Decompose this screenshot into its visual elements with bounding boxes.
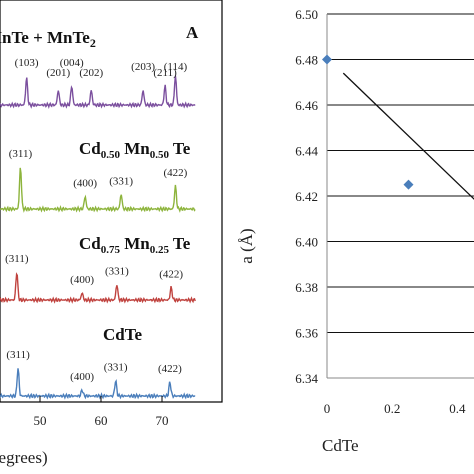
lattice-x-tick-label: 0.4 — [449, 401, 466, 416]
xrd-peak-label: (114) — [164, 61, 188, 73]
xrd-series-line — [0, 368, 196, 400]
xrd-peak-label: (331) — [109, 175, 133, 187]
lattice-y-ticks: 6.34 6.36 6.38 6.40 6.42 6.44 6.46 6.48 6.50 — [295, 7, 318, 386]
xrd-series-line — [0, 167, 196, 213]
xrd-peak-label: (103) — [15, 57, 39, 69]
xrd-peak-label: (400) — [70, 371, 94, 383]
xrd-peak-label: (422) — [159, 268, 183, 280]
xrd-x-tick-label: 60 — [95, 413, 108, 428]
xrd-plot-frame — [0, 0, 223, 403]
lattice-y-tick-label: 6.48 — [295, 53, 318, 68]
lattice-y-axis-label: a (Å) — [237, 228, 256, 263]
series-name-mnte: MnTe + MnTe2 — [0, 28, 96, 50]
lattice-y-tick-label: 6.42 — [295, 189, 318, 204]
xrd-series-line — [0, 272, 196, 304]
lattice-data-point — [322, 54, 332, 65]
lattice-trend-line — [342, 72, 474, 200]
lattice-trend-segment — [342, 72, 474, 200]
xrd-peak-label: (400) — [73, 177, 97, 189]
panel-a-label: A — [186, 23, 199, 42]
xrd-peak-label: (211) — [153, 67, 177, 79]
lattice-y-tick-label: 6.38 — [295, 280, 318, 295]
xrd-peak-label: (331) — [104, 362, 128, 374]
xrd-series-line — [0, 75, 196, 109]
lattice-points — [322, 54, 414, 190]
lattice-y-tick-label: 6.46 — [295, 98, 318, 113]
lattice-grid — [327, 13, 474, 333]
series-name-alloy: Cd0.50 Mn0.50 Te — [79, 139, 191, 161]
xrd-peak-label: (202) — [79, 67, 103, 79]
lattice-x-tick-label: 0 — [324, 401, 331, 416]
lattice-y-tick-label: 6.34 — [295, 371, 318, 386]
xrd-peak-label: (311) — [5, 253, 29, 265]
lattice-y-tick-label: 6.44 — [295, 144, 318, 159]
series-name-cdte: CdTe — [103, 325, 143, 344]
lattice-y-tick-label: 6.36 — [295, 326, 318, 341]
xrd-peak-label: (400) — [70, 274, 94, 286]
lattice-panel: 6.34 6.36 6.38 6.40 6.42 6.44 6.46 6.48 6.50 0 0.… — [237, 7, 474, 455]
lattice-x-ticks: 0 0.2 0.4 — [324, 401, 466, 416]
lattice-x-axis-label: CdTe — [322, 436, 359, 455]
xrd-peak-label: (422) — [164, 167, 188, 179]
xrd-x-tick-label: 70 — [156, 413, 169, 428]
xrd-panel: A 10)(103)(201)(004)(202)(203)(211)(114)… — [0, 0, 223, 467]
xrd-series-group: 10)(103)(201)(004)(202)(203)(211)(114)(3… — [0, 28, 196, 400]
lattice-y-tick-label: 6.40 — [295, 235, 318, 250]
lattice-y-tick-label: 6.50 — [295, 7, 318, 22]
xrd-peak-label: (004) — [60, 57, 84, 69]
xrd-peak-label: (311) — [9, 148, 33, 160]
xrd-peak-label: (201) — [46, 67, 70, 79]
xrd-x-axis-label: θ (degrees) — [0, 448, 48, 467]
xrd-x-tick-label: 50 — [34, 413, 47, 428]
xrd-peak-label: (311) — [6, 349, 30, 361]
series-name-alloy: Cd0.75 Mn0.25 Te — [79, 234, 191, 256]
xrd-x-ticks: 50 60 70 — [34, 396, 169, 428]
xrd-peak-label: (422) — [158, 363, 182, 375]
xrd-peak-label: (203) — [131, 61, 155, 73]
lattice-x-tick-label: 0.2 — [384, 401, 400, 416]
xrd-peak-label: (331) — [105, 266, 129, 278]
lattice-data-point — [403, 179, 414, 190]
